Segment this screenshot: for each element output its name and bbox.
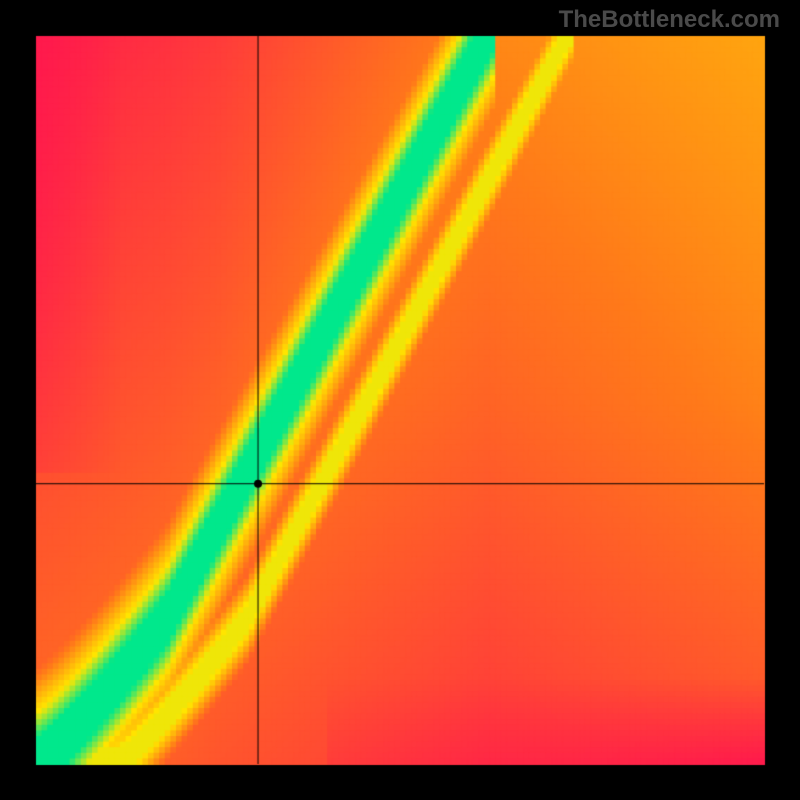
watermark-text: TheBottleneck.com bbox=[559, 6, 780, 34]
bottleneck-heatmap bbox=[0, 0, 800, 800]
